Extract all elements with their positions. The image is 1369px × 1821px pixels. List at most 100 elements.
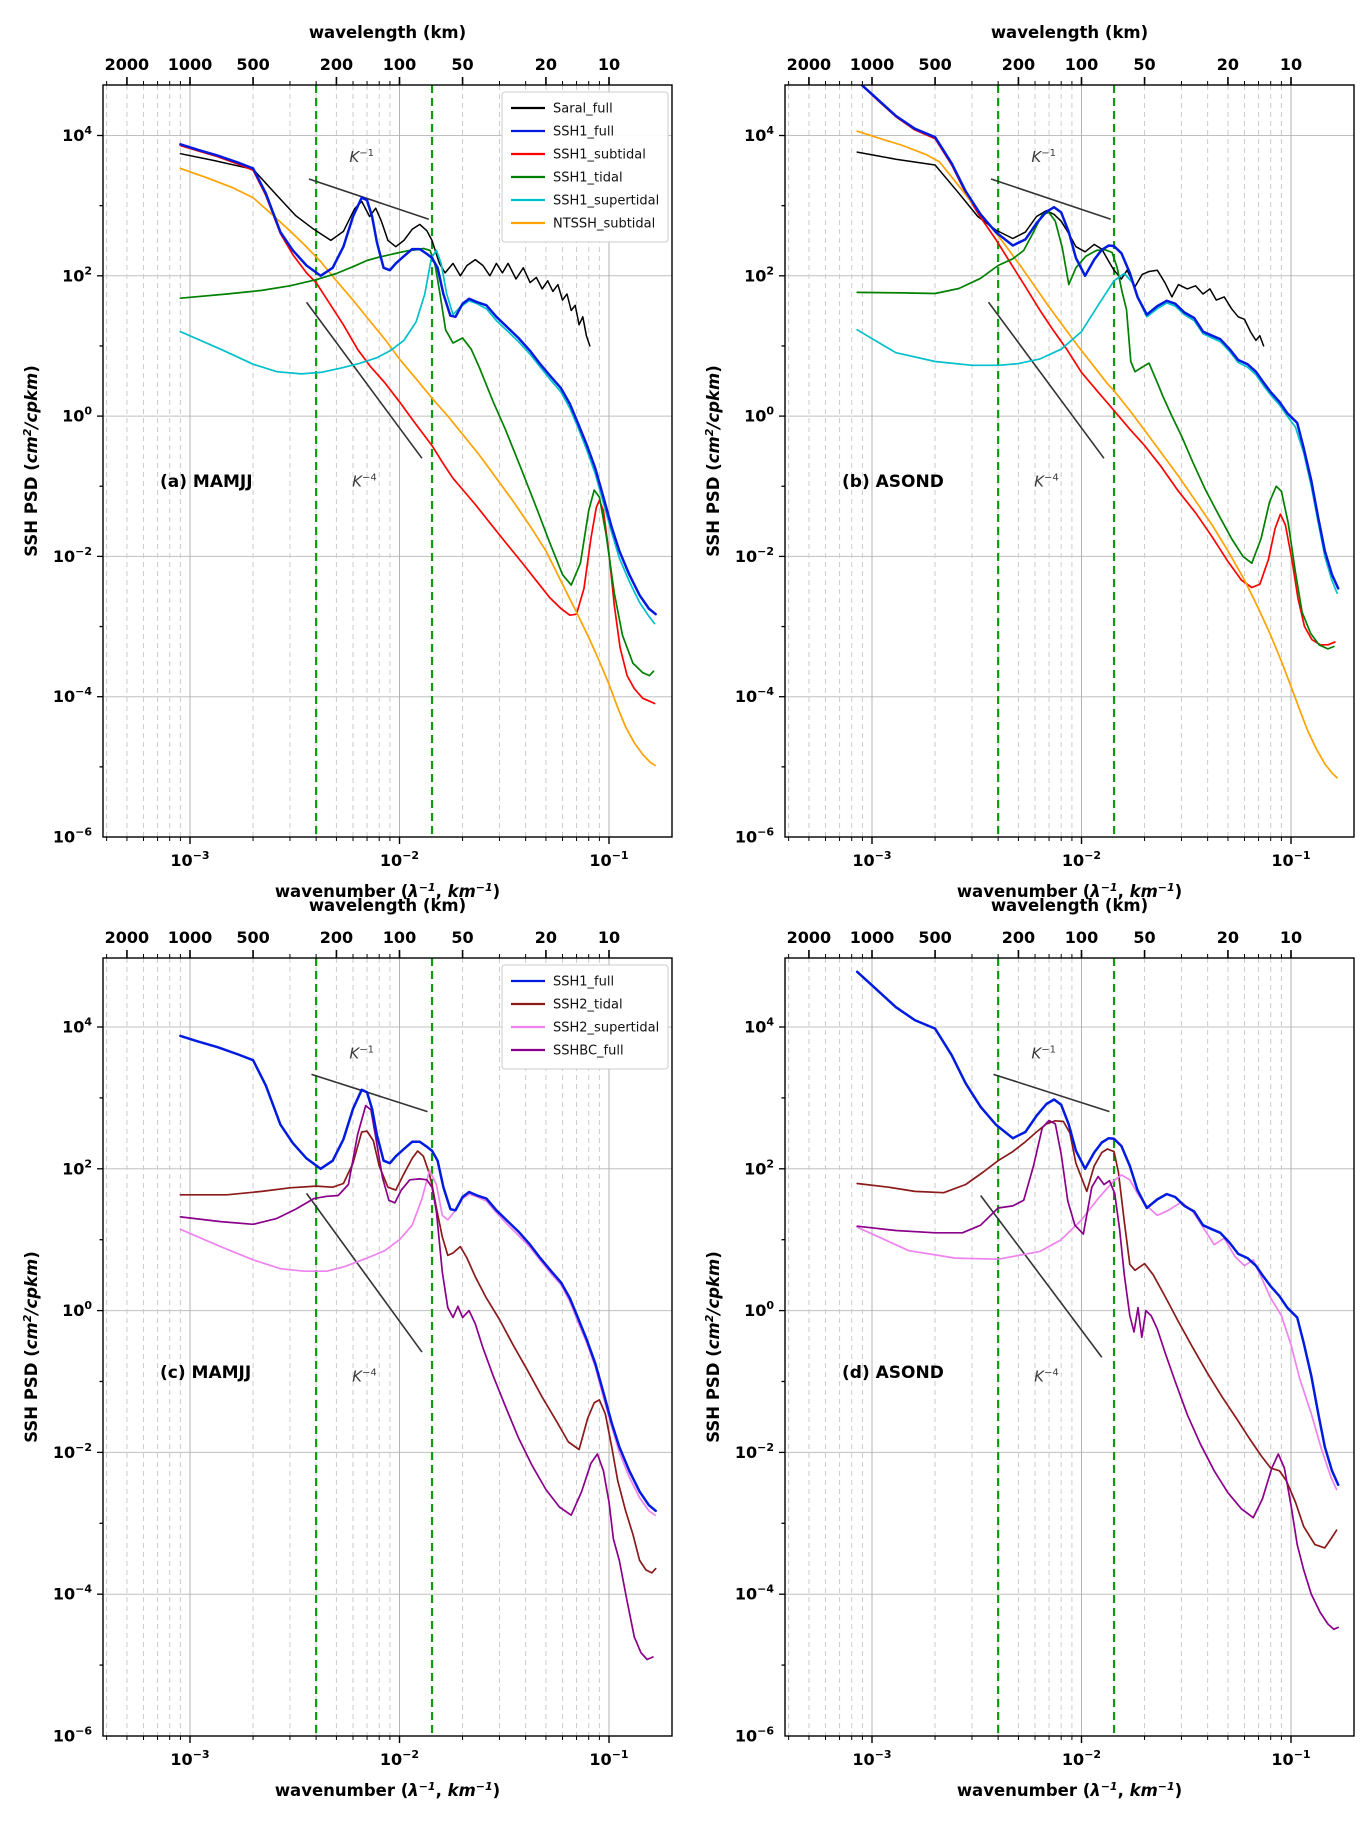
legend-label-SSH1_subtidal: SSH1_subtidal [553,148,646,163]
wavelength-tick-label: 20 [1217,55,1239,74]
y-tick-label: 104 [62,1016,92,1037]
x-tick-label: 10−2 [380,1748,419,1769]
x-tick-label: 10−3 [170,1748,209,1769]
y-tick-label: 100 [62,1299,92,1320]
legend-box [501,964,669,1070]
k1-label: K−1 [1031,148,1056,166]
x-tick-label: 10−2 [1062,1748,1101,1769]
y-tick-label: 10−6 [735,1725,774,1746]
wavelength-tick-label: 10 [598,928,620,947]
legend-label-SSHBC_full: SSHBC_full [553,1044,624,1059]
x-axis-title: wavenumber (λ−1, km−1) [275,1780,500,1800]
panel-label-c: (c) MAMJJ [160,1363,251,1383]
series-line-SSH1_supertidal [856,272,1338,594]
wavelength-tick-label: 2000 [787,928,832,947]
wavelength-tick-label: 500 [236,928,269,947]
plot-border [784,84,1355,838]
wavelength-tick-label: 100 [1065,928,1098,947]
y-tick-label: 102 [62,1157,92,1178]
series-line-Saral_full [856,151,1265,347]
panel-d: K−1 K−4 2000 1000 500 200 100 50 20 10 10−3 10−2 10−… [703,896,1355,1800]
wavelength-tick-label: 1000 [850,55,895,74]
k1-reference-line [308,178,430,221]
legend-label-SSH1_tidal: SSH1_tidal [553,171,623,186]
y-tick-label: 100 [744,405,774,426]
k4-reference-line [987,301,1105,459]
legend: SSH1_full SSH2_tidal SSH2_supertidal SSHBC_… [501,964,669,1070]
y-tick-label: 102 [62,264,92,285]
series-line-SSH2_supertidal [856,1174,1338,1491]
wavelength-tick-label: 500 [918,55,951,74]
top-axis-title: wavelength (km) [991,23,1148,42]
wavelength-tick-label: 100 [383,928,416,947]
legend-label-Saral_full: Saral_full [553,102,613,117]
x-tick-label: 10−1 [1271,849,1310,870]
y-axis-title: SSH PSD (cm2/cpkm) [21,1251,41,1443]
x-axis-title: wavenumber (λ−1, km−1) [957,1780,1182,1800]
wavelength-tick-label: 2000 [105,928,150,947]
panel-b: K−1 K−4 2000 1000 500 200 100 50 20 10 10−3 10−2 10−… [703,23,1355,901]
wavelength-tick-label: 10 [598,55,620,74]
x-tick-label: 10−3 [852,1748,891,1769]
wavelength-tick-label: 200 [320,928,353,947]
series-line-SSH2_tidal [856,1119,1338,1549]
wavelength-tick-label: 500 [236,55,269,74]
top-axis-title: wavelength (km) [309,896,466,915]
wavelength-tick-label: 1000 [168,928,213,947]
k4-label: K−4 [1034,1368,1059,1386]
y-tick-label: 10−6 [53,1725,92,1746]
wavelength-tick-label: 100 [383,55,416,74]
wavelength-tick-label: 200 [1002,928,1035,947]
x-tick-label: 10−1 [589,1748,628,1769]
wavelength-tick-label: 2000 [105,55,150,74]
series-line-SSHBC_full [179,1104,654,1661]
y-tick-label: 10−2 [735,1441,774,1462]
series-line-Saral_full [179,152,591,347]
wavelength-tick-label: 50 [1133,928,1155,947]
wavelength-tick-label: 500 [918,928,951,947]
x-axis-title: wavenumber (λ−1, km−1) [957,881,1182,901]
k4-label: K−4 [352,472,377,490]
legend-label-SSH1_full: SSH1_full [553,125,614,140]
series-line-SSH2_supertidal [179,1169,656,1517]
y-tick-label: 102 [744,1157,774,1178]
series-line-SSHBC_full [856,1119,1340,1631]
series-line-SSH1_tidal [856,211,1335,650]
y-tick-label: 10−4 [53,685,92,706]
k1-label: K−1 [349,1044,374,1062]
y-tick-label: 10−6 [735,826,774,847]
top-axis-title: wavelength (km) [309,23,466,42]
y-tick-label: 104 [62,124,92,145]
y-axis-title: SSH PSD (cm2/cpkm) [703,1251,723,1443]
k4-label: K−4 [1034,472,1059,490]
wavelength-tick-label: 200 [320,55,353,74]
wavelength-tick-label: 10 [1280,928,1302,947]
y-axis-title: SSH PSD (cm2/cpkm) [21,365,41,557]
wavelength-tick-label: 50 [1133,55,1155,74]
series-line-NTSSH_subtidal [179,167,656,767]
x-tick-label: 10−2 [1062,849,1101,870]
legend-label-SSH2_tidal: SSH2_tidal [553,998,623,1013]
y-tick-label: 10−4 [735,1583,774,1604]
y-tick-label: 10−2 [735,545,774,566]
y-tick-label: 104 [744,124,774,145]
k1-reference-line [993,1073,1110,1113]
series-line-SSH1_full [859,85,1340,590]
series-line-SSH1_supertidal [179,249,656,625]
wavelength-tick-label: 50 [451,928,473,947]
panel-label-d: (d) ASOND [842,1363,944,1383]
k1-label: K−1 [1031,1044,1056,1062]
series-line-SSH1_tidal [179,247,655,677]
plot-border [102,84,673,838]
wavelength-tick-label: 50 [451,55,473,74]
wavelength-tick-label: 2000 [787,55,832,74]
k4-reference-line [305,1192,423,1353]
x-tick-label: 10−3 [852,849,891,870]
legend-label-SSH1_supertidal: SSH1_supertidal [553,194,659,209]
k4-reference-line [305,301,423,459]
y-tick-label: 100 [744,1299,774,1320]
k4-label: K−4 [352,1368,377,1386]
wavelength-tick-label: 20 [1217,928,1239,947]
